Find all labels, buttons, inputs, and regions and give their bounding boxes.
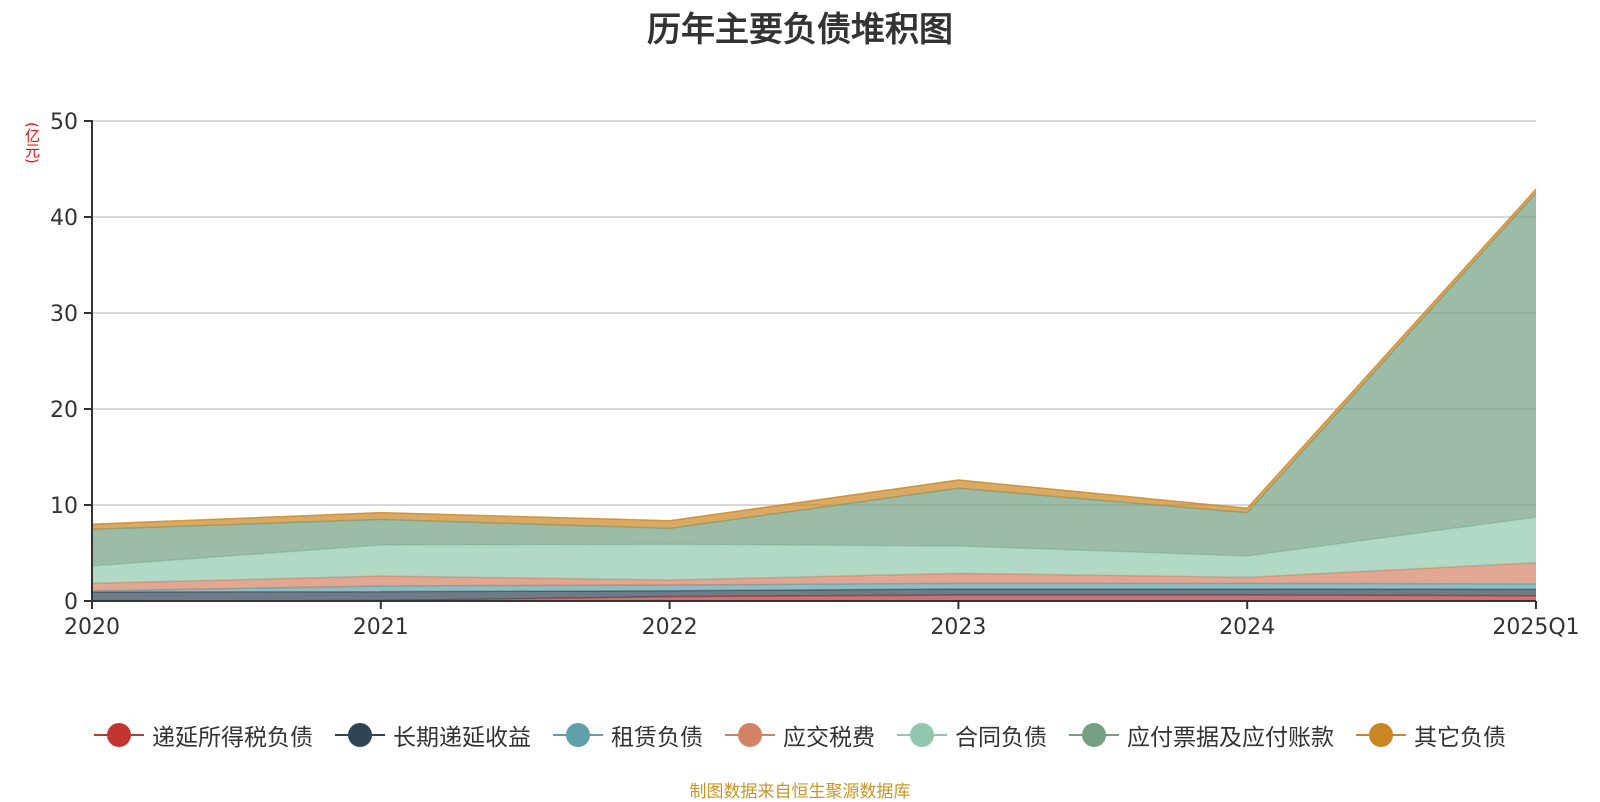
legend-item[interactable]: 长期递延收益 <box>335 718 531 752</box>
x-tick-label: 2023 <box>930 615 986 640</box>
legend-label: 递延所得税负债 <box>152 725 313 751</box>
y-tick-label: 0 <box>64 590 78 615</box>
area-合同负债 <box>92 517 1536 584</box>
source-footnote: 制图数据来自恒生聚源数据库 <box>689 782 911 802</box>
legend-label: 合同负债 <box>955 725 1047 751</box>
x-tick-label: 2022 <box>642 615 698 640</box>
line-其它负债 <box>91 188 1537 525</box>
area-递延所得税负债 <box>92 595 1536 601</box>
y-axis-unit-label: (亿元) <box>23 122 41 164</box>
legend-marker-icon <box>553 722 603 748</box>
area-应付票据及应付账款 <box>92 193 1536 566</box>
x-tick-label: 2025Q1 <box>1492 615 1579 640</box>
legend-marker-icon <box>897 722 947 748</box>
legend-item[interactable]: 应付票据及应付账款 <box>1069 718 1334 752</box>
y-tick-label: 40 <box>50 206 78 231</box>
legend-item[interactable]: 应交税费 <box>725 718 875 752</box>
y-tick-label: 50 <box>50 110 78 135</box>
x-tick-label: 2021 <box>353 615 409 640</box>
legend-marker-icon <box>725 722 775 748</box>
legend-item[interactable]: 递延所得税负债 <box>94 718 313 752</box>
legend-label: 其它负债 <box>1414 725 1506 751</box>
x-tick-label: 2020 <box>64 615 120 640</box>
legend-item[interactable]: 合同负债 <box>897 718 1047 752</box>
line-合同负债 <box>91 516 1537 567</box>
legend-item[interactable]: 租赁负债 <box>553 718 703 752</box>
legend-marker-icon <box>335 722 385 748</box>
legend-label: 应交税费 <box>783 725 875 751</box>
y-tick-label: 30 <box>50 302 78 327</box>
y-tick-label: 10 <box>50 494 78 519</box>
legend-marker-icon <box>1356 722 1406 748</box>
y-tick-label: 20 <box>50 398 78 423</box>
x-tick-label: 2024 <box>1219 615 1275 640</box>
chart-title: 历年主要负债堆积图 <box>647 10 953 50</box>
area-租赁负债 <box>92 583 1536 592</box>
legend-marker-icon <box>94 722 144 748</box>
area-series <box>91 188 1537 602</box>
legend-label: 租赁负债 <box>611 725 703 751</box>
legend-marker-icon <box>1069 722 1119 748</box>
legend-item[interactable]: 其它负债 <box>1356 718 1506 752</box>
legend-label: 长期递延收益 <box>393 725 531 751</box>
axes: 0 10 20 30 40 50 2020 2021 2022 2023 2024 2025Q1 <box>50 110 1580 640</box>
legend: 递延所得税负债 长期递延收益 租赁负债 应交税费 合同负债 应付票据及应付账款 其它负债 <box>0 718 1600 752</box>
legend-label: 应付票据及应付账款 <box>1127 725 1334 751</box>
stacked-area-chart: 0 10 20 30 40 50 2020 2021 2022 2023 2024 2025Q1 <box>50 110 1580 640</box>
